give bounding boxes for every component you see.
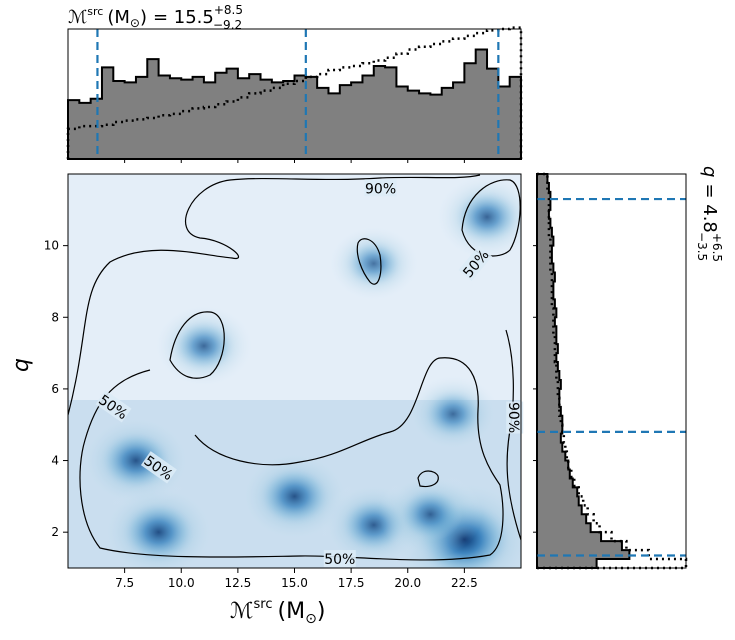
x-tick-label-0: 7.5 [115, 576, 134, 590]
right-prior-histogram [537, 172, 688, 570]
contour-label-bg-1 [506, 401, 524, 434]
credible-contours [68, 174, 521, 561]
density-peak-3 [258, 466, 331, 527]
heatmap-density-blobs [77, 174, 521, 568]
top-title-unit-close: ) [140, 7, 147, 28]
density-peak-1 [99, 430, 173, 491]
right-posterior-histogram [536, 173, 631, 569]
y-tick-label-4: 10 [44, 239, 59, 253]
x-label-unit-sub: ⊙ [305, 611, 317, 627]
density-peak-9 [345, 240, 403, 288]
top-title-plus: +8.5 [214, 3, 243, 17]
x-tick-label-5: 20.0 [394, 576, 421, 590]
top-marginal-title: ℳsrc (M⊙) = 15.5+8.5 −9.2 [68, 3, 243, 32]
joint-x-ticks: 7.5 10.0 12.5 15.0 17.5 20.0 22.5 [115, 568, 478, 590]
top-marginal-panel [66, 26, 523, 163]
x-tick-label-1: 10.0 [168, 576, 195, 590]
contour-label-1: 90% [505, 402, 521, 433]
x-label-unit-close: ) [317, 599, 326, 624]
right-title-symbol: q [699, 166, 720, 177]
right-credible-lines [537, 197, 686, 557]
density-peak-2 [121, 500, 197, 564]
contour-label-0: 90% [365, 181, 396, 197]
top-credible-lines [96, 29, 500, 159]
contour-label-bg-2 [95, 390, 132, 423]
x-label-symbol: ℳ [230, 599, 254, 624]
y-tick-label-3: 8 [51, 310, 59, 324]
y-tick-label-1: 4 [51, 454, 59, 468]
y-tick-label-2: 6 [51, 382, 59, 396]
top-panel-ticks [124, 159, 465, 163]
density-peak-6 [172, 320, 235, 372]
contour-90-outer [68, 174, 481, 416]
joint-density-panel: 90%90%50%50%50%50% 7.5 10.0 12.5 15.0 17.5 20… [44, 173, 524, 590]
joint-y-ticks: 2 4 6 8 10 [44, 239, 68, 539]
right-panel-ticks [533, 245, 537, 533]
right-title-eq: = 4.8 [699, 183, 720, 232]
contour-50-mid [356, 238, 382, 285]
contour-50-island [169, 311, 225, 379]
top-title-symbol: ℳ [68, 7, 87, 28]
right-title-minus: −3.5 [695, 232, 709, 261]
contour-label-bg-3 [140, 451, 177, 484]
density-peak-8 [423, 389, 483, 439]
x-label-unit: (M [278, 599, 306, 624]
right-marginal-title: q = 4.8+6.5−3.5 [695, 166, 724, 262]
contour-label-bg-4 [458, 245, 493, 281]
contour-label-5: 50% [324, 552, 355, 568]
x-tick-label-3: 15.0 [281, 576, 308, 590]
x-axis-label: ℳsrc (M⊙) [230, 597, 325, 627]
contour-50-main [79, 357, 504, 561]
y-tick-label-0: 2 [51, 525, 59, 539]
density-peak-5 [398, 487, 463, 542]
right-title-plus: +6.5 [710, 233, 724, 262]
density-peak-7 [454, 190, 520, 244]
right-panel-frame [536, 173, 687, 569]
top-title-eq: = 15.5 [153, 7, 214, 28]
contour-label-group-0: 90% [364, 179, 397, 197]
top-title-sup: src [87, 5, 103, 18]
top-posterior-histogram [67, 48, 522, 160]
x-tick-label-2: 12.5 [225, 576, 252, 590]
contour-label-bg-5 [323, 550, 356, 568]
top-prior-histogram [66, 26, 523, 159]
top-title-unit: (M [107, 7, 130, 28]
contour-label-group-5: 50% [323, 550, 356, 568]
x-label-sup: src [254, 597, 273, 612]
contour-50-small [417, 470, 439, 488]
contour-label-group-1: 90% [505, 401, 524, 434]
x-tick-label-6: 22.5 [451, 576, 478, 590]
right-marginal-panel [533, 172, 688, 570]
contour-label-bg-0 [364, 179, 397, 197]
x-tick-label-4: 17.5 [338, 576, 365, 590]
y-axis-label: q [9, 358, 34, 372]
top-title-unit-sub: ⊙ [130, 16, 140, 30]
